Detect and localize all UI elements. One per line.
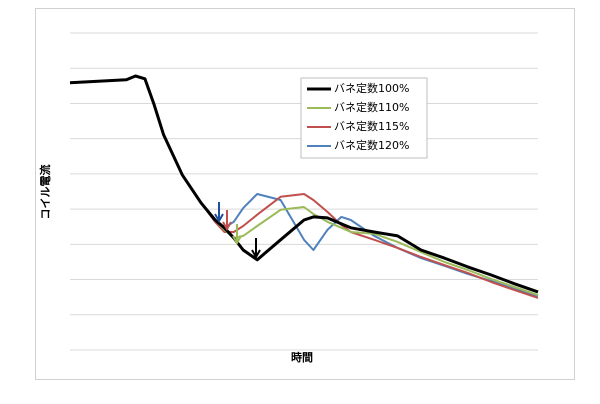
legend-label: バネ定数110% [334,100,409,114]
arrow [251,238,261,260]
legend-label: バネ定数115% [334,119,409,133]
y-axis-label: コイル電流 [38,165,52,220]
legend: バネ定数100% バネ定数110% バネ定数115% バネ定数120% [300,77,428,159]
x-axis-label: 時間 [291,350,313,364]
annotation-arrows [214,202,261,260]
legend-box [300,77,428,159]
arrow [232,224,242,246]
plot-lines [69,74,539,299]
series-line [69,74,539,294]
legend-label: バネ定数120% [334,138,409,152]
arrow [214,202,224,224]
arrow [222,210,232,232]
grid [70,32,538,351]
legend-label: バネ定数100% [334,81,409,95]
